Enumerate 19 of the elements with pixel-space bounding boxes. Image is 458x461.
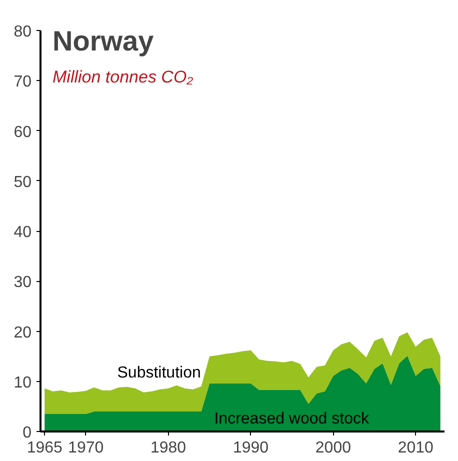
x-tick-label: 1970 <box>68 440 104 456</box>
y-tick-label: 60 <box>14 124 32 141</box>
y-tick-label: 0 <box>22 424 32 442</box>
y-tick-label: 80 <box>14 24 32 40</box>
x-tick-label: 1965 <box>26 440 63 456</box>
x-tick-label: 1980 <box>150 440 186 456</box>
y-tick-label: 70 <box>14 74 32 91</box>
y-tick-label: 40 <box>14 224 32 241</box>
x-tick-label: 2010 <box>398 440 434 456</box>
series-label: Substitution <box>117 364 201 382</box>
y-tick-label: 50 <box>14 174 32 191</box>
x-tick-label: 2000 <box>315 440 352 456</box>
chart-title: Norway <box>52 26 154 56</box>
y-tick-label: 30 <box>14 274 32 292</box>
y-tick-label: 20 <box>14 324 32 342</box>
series-label: Increased wood stock <box>214 410 370 428</box>
x-tick-label: 1990 <box>232 440 269 456</box>
y-tick-label: 10 <box>14 374 32 392</box>
text: Million tonnes CO₂ <box>52 68 194 86</box>
